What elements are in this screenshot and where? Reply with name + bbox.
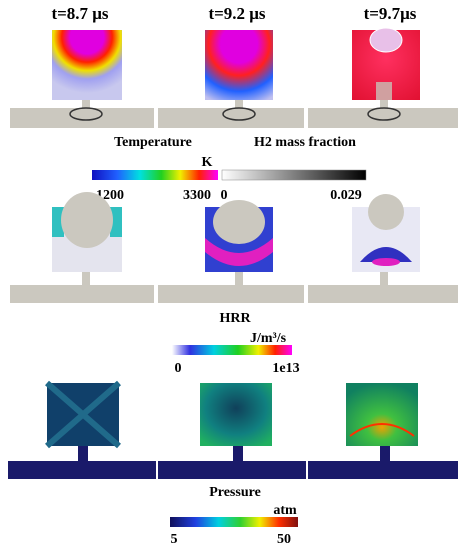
colorbar-unit: atm [273, 503, 297, 518]
colorbar-title: H2 mass fraction [254, 135, 356, 150]
colorbar-max: 3300 [183, 188, 211, 203]
colorbar-min: 0 [175, 361, 182, 376]
colorbar-title: HRR [219, 311, 251, 326]
pressure-row [8, 380, 458, 479]
colorbar-unit: K [202, 155, 213, 170]
colorbar-max: 1e13 [272, 361, 299, 376]
h2-row [10, 192, 458, 303]
colorbar-min: 0 [221, 188, 228, 203]
colorbar-min: 5 [171, 532, 178, 547]
colorbar-max: 50 [277, 532, 291, 547]
time-label: t=8.7 μs [51, 4, 108, 23]
colorbar [92, 170, 218, 180]
colorbar [172, 345, 292, 355]
colorbar-title: Temperature [114, 135, 192, 150]
temperature-row [10, 27, 458, 128]
colorbar [221, 169, 367, 181]
time-label: t=9.7μs [364, 4, 417, 23]
colorbar-max: 0.029 [330, 188, 362, 203]
colorbar-title: Pressure [209, 485, 261, 500]
time-label: t=9.2 μs [208, 4, 265, 23]
colorbar [170, 517, 298, 527]
colorbar-unit: J/m³/s [250, 331, 287, 346]
